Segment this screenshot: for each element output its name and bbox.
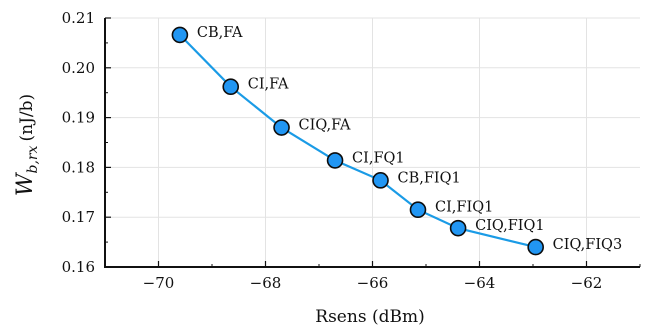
y-tick-label: 0.19: [62, 109, 95, 127]
x-axis-title: Rsens (dBm): [315, 307, 424, 327]
y-tick-labels: 0.16 0.17 0.18 0.19 0.20 0.21: [62, 9, 95, 276]
point-label: CB,FIQ1: [398, 170, 461, 186]
point-label: CB,FA: [197, 25, 243, 41]
x-tick-label: −64: [464, 274, 496, 292]
point-label: CIQ,FA: [299, 118, 351, 134]
grid: [105, 17, 640, 268]
point-label: CI,FQ1: [352, 150, 405, 166]
axes: [104, 17, 641, 268]
y-axis-title-main: W: [13, 171, 38, 196]
point-label: CI,FA: [248, 77, 289, 93]
point-label: CI,FIQ1: [435, 200, 493, 216]
x-tick-label: −68: [250, 274, 282, 292]
y-tick-label: 0.17: [62, 208, 95, 226]
y-tick-label: 0.20: [62, 59, 95, 77]
y-axis-title-sub: b,rx: [25, 145, 41, 173]
data-point: [171, 26, 189, 44]
data-point: [222, 78, 240, 96]
x-tick-label: −62: [571, 274, 603, 292]
y-tick-label: 0.18: [62, 158, 95, 176]
data-point: [273, 119, 290, 136]
series: [171, 26, 544, 256]
data-point: [326, 152, 344, 169]
data-point: [449, 219, 467, 237]
x-tick-label: −70: [143, 274, 175, 292]
y-tick-label: 0.16: [62, 258, 95, 276]
y-tick-label: 0.21: [62, 9, 95, 27]
x-tick-label: −66: [357, 274, 389, 292]
point-label: CIQ,FIQ1: [475, 218, 544, 234]
x-tick-labels: −70 −68 −66 −64 −62: [143, 274, 603, 292]
data-point: [409, 201, 427, 219]
data-point: [527, 238, 544, 256]
point-label: CIQ,FIQ3: [553, 237, 623, 253]
y-axis-title-unit: (nJ/b): [17, 94, 37, 142]
data-point: [372, 172, 389, 189]
y-axis-title: Wb,rx (nJ/b): [13, 94, 41, 196]
